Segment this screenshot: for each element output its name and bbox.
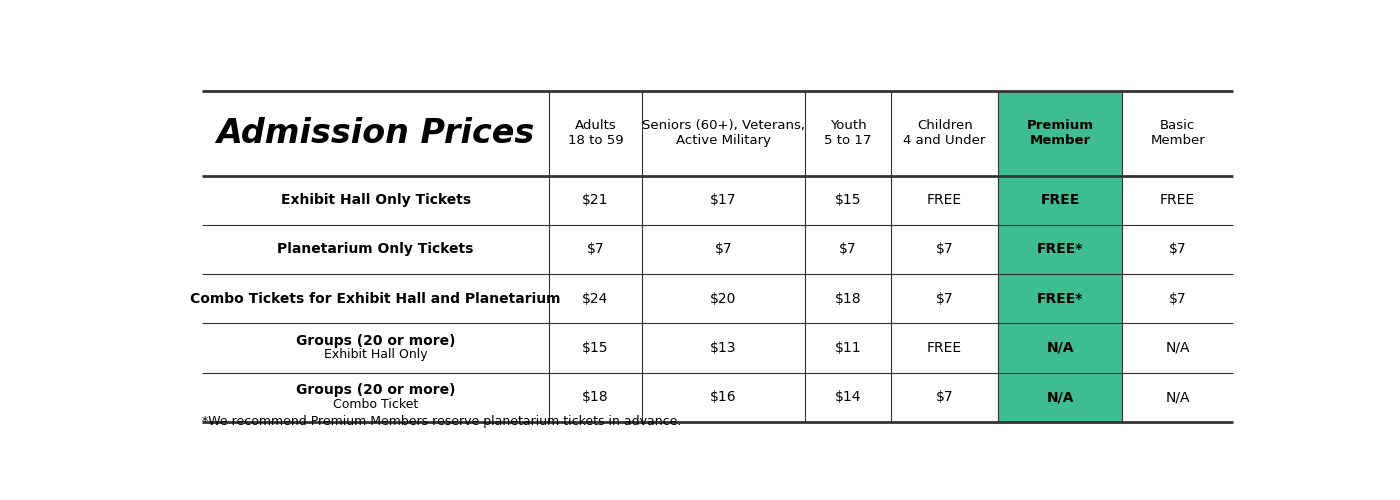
Text: $11: $11 — [834, 341, 861, 355]
Text: $18: $18 — [582, 390, 609, 404]
Text: $14: $14 — [834, 390, 861, 404]
Text: FREE: FREE — [1040, 193, 1079, 207]
Text: Exhibit Hall Only Tickets: Exhibit Hall Only Tickets — [280, 193, 470, 207]
Text: Children
4 and Under: Children 4 and Under — [903, 119, 986, 147]
Text: N/A: N/A — [1165, 341, 1190, 355]
Bar — [998, 91, 1123, 422]
Text: Combo Tickets for Exhibit Hall and Planetarium: Combo Tickets for Exhibit Hall and Plane… — [190, 292, 561, 306]
Text: Groups (20 or more): Groups (20 or more) — [295, 384, 455, 398]
Text: $15: $15 — [834, 193, 861, 207]
Text: $16: $16 — [710, 390, 736, 404]
Text: $7: $7 — [587, 242, 605, 256]
Text: $7: $7 — [1169, 242, 1186, 256]
Text: N/A: N/A — [1047, 390, 1074, 404]
Text: $21: $21 — [582, 193, 609, 207]
Text: Premium
Member: Premium Member — [1026, 119, 1093, 147]
Text: Adults
18 to 59: Adults 18 to 59 — [567, 119, 623, 147]
Text: $7: $7 — [935, 292, 953, 306]
Text: FREE*: FREE* — [1037, 292, 1084, 306]
Text: Combo Ticket: Combo Ticket — [333, 398, 419, 410]
Text: Seniors (60+), Veterans,
Active Military: Seniors (60+), Veterans, Active Military — [641, 119, 805, 147]
Text: FREE*: FREE* — [1037, 242, 1084, 256]
Text: $20: $20 — [710, 292, 736, 306]
Text: $24: $24 — [582, 292, 609, 306]
Text: Admission Prices: Admission Prices — [217, 116, 535, 150]
Text: $13: $13 — [710, 341, 736, 355]
Text: *We recommend Premium Members reserve planetarium tickets in advance.: *We recommend Premium Members reserve pl… — [202, 416, 682, 428]
Text: $17: $17 — [710, 193, 736, 207]
Text: N/A: N/A — [1047, 341, 1074, 355]
Text: FREE: FREE — [927, 193, 962, 207]
Text: $7: $7 — [935, 390, 953, 404]
Text: FREE: FREE — [1161, 193, 1196, 207]
Text: Youth
5 to 17: Youth 5 to 17 — [825, 119, 872, 147]
Text: FREE: FREE — [927, 341, 962, 355]
Text: Exhibit Hall Only: Exhibit Hall Only — [323, 348, 427, 362]
Text: Groups (20 or more): Groups (20 or more) — [295, 334, 455, 348]
Text: Basic
Member: Basic Member — [1151, 119, 1205, 147]
Text: $15: $15 — [582, 341, 609, 355]
Text: N/A: N/A — [1165, 390, 1190, 404]
Text: $7: $7 — [1169, 292, 1186, 306]
Text: $7: $7 — [839, 242, 857, 256]
Text: $7: $7 — [714, 242, 732, 256]
Text: $7: $7 — [935, 242, 953, 256]
Text: $18: $18 — [834, 292, 861, 306]
Text: Planetarium Only Tickets: Planetarium Only Tickets — [277, 242, 473, 256]
